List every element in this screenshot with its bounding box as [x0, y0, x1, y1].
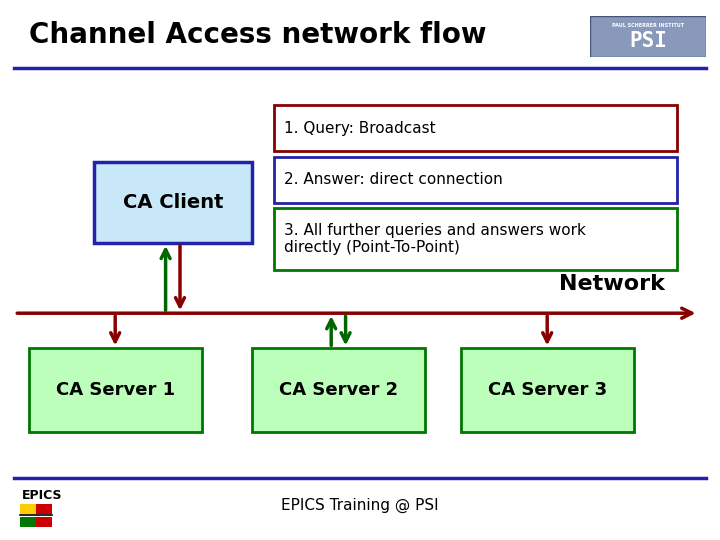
Text: CA Server 3: CA Server 3 [487, 381, 607, 399]
FancyBboxPatch shape [461, 348, 634, 432]
FancyBboxPatch shape [36, 517, 52, 526]
FancyBboxPatch shape [20, 504, 36, 514]
Text: 2. Answer: direct connection: 2. Answer: direct connection [284, 172, 503, 187]
FancyBboxPatch shape [29, 348, 202, 432]
Text: CA Server 1: CA Server 1 [55, 381, 175, 399]
Text: 3. All further queries and answers work
directly (Point-To-Point): 3. All further queries and answers work … [284, 222, 586, 255]
Text: Channel Access network flow: Channel Access network flow [29, 21, 486, 49]
FancyBboxPatch shape [252, 348, 425, 432]
FancyBboxPatch shape [20, 517, 36, 526]
FancyBboxPatch shape [94, 162, 252, 243]
FancyBboxPatch shape [274, 208, 677, 270]
Text: EPICS Training @ PSI: EPICS Training @ PSI [282, 497, 438, 512]
FancyBboxPatch shape [36, 504, 52, 514]
FancyBboxPatch shape [274, 157, 677, 202]
Text: 1. Query: Broadcast: 1. Query: Broadcast [284, 121, 436, 136]
Text: Network: Network [559, 274, 665, 294]
FancyBboxPatch shape [274, 105, 677, 151]
Text: CA Server 2: CA Server 2 [279, 381, 398, 399]
Text: CA Client: CA Client [122, 193, 223, 212]
Text: EPICS: EPICS [22, 489, 62, 502]
